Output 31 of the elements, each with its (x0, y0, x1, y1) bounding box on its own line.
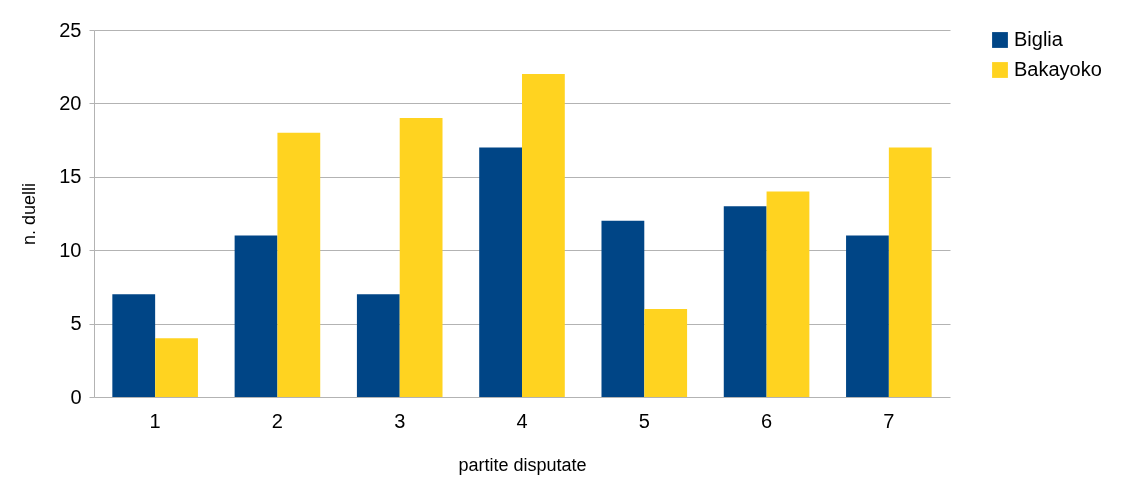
y-tick-label: 25 (59, 18, 82, 41)
x-tick-label: 1 (149, 409, 161, 432)
x-tick-label: 2 (271, 409, 283, 432)
bar (277, 132, 321, 397)
y-tick-label: 15 (59, 165, 82, 188)
bar (399, 118, 443, 397)
y-tick-label: 5 (70, 312, 82, 335)
bar (522, 74, 565, 397)
bar (234, 235, 278, 397)
bar (601, 220, 645, 397)
y-axis-title: n. duelli (19, 182, 40, 246)
x-axis-title: partite disputate (458, 454, 587, 475)
x-tick-label: 6 (761, 409, 773, 432)
bar (846, 235, 889, 397)
bar (155, 338, 198, 397)
bar (479, 147, 522, 397)
bar (644, 308, 688, 397)
y-tick-label: 10 (59, 238, 82, 261)
x-tick-label: 3 (394, 409, 406, 432)
bar (356, 294, 400, 397)
legend-label: Bakayoko (1014, 58, 1102, 80)
bar (112, 294, 156, 397)
bar (723, 206, 767, 397)
y-tick-label: 0 (70, 385, 82, 408)
bar (888, 147, 932, 397)
x-tick-label: 5 (638, 409, 650, 432)
y-tick-label: 20 (59, 91, 82, 114)
x-tick-label: 4 (516, 409, 528, 432)
bar (766, 191, 810, 397)
x-tick-label: 7 (883, 409, 895, 432)
legend-label: Biglia (1014, 28, 1064, 50)
